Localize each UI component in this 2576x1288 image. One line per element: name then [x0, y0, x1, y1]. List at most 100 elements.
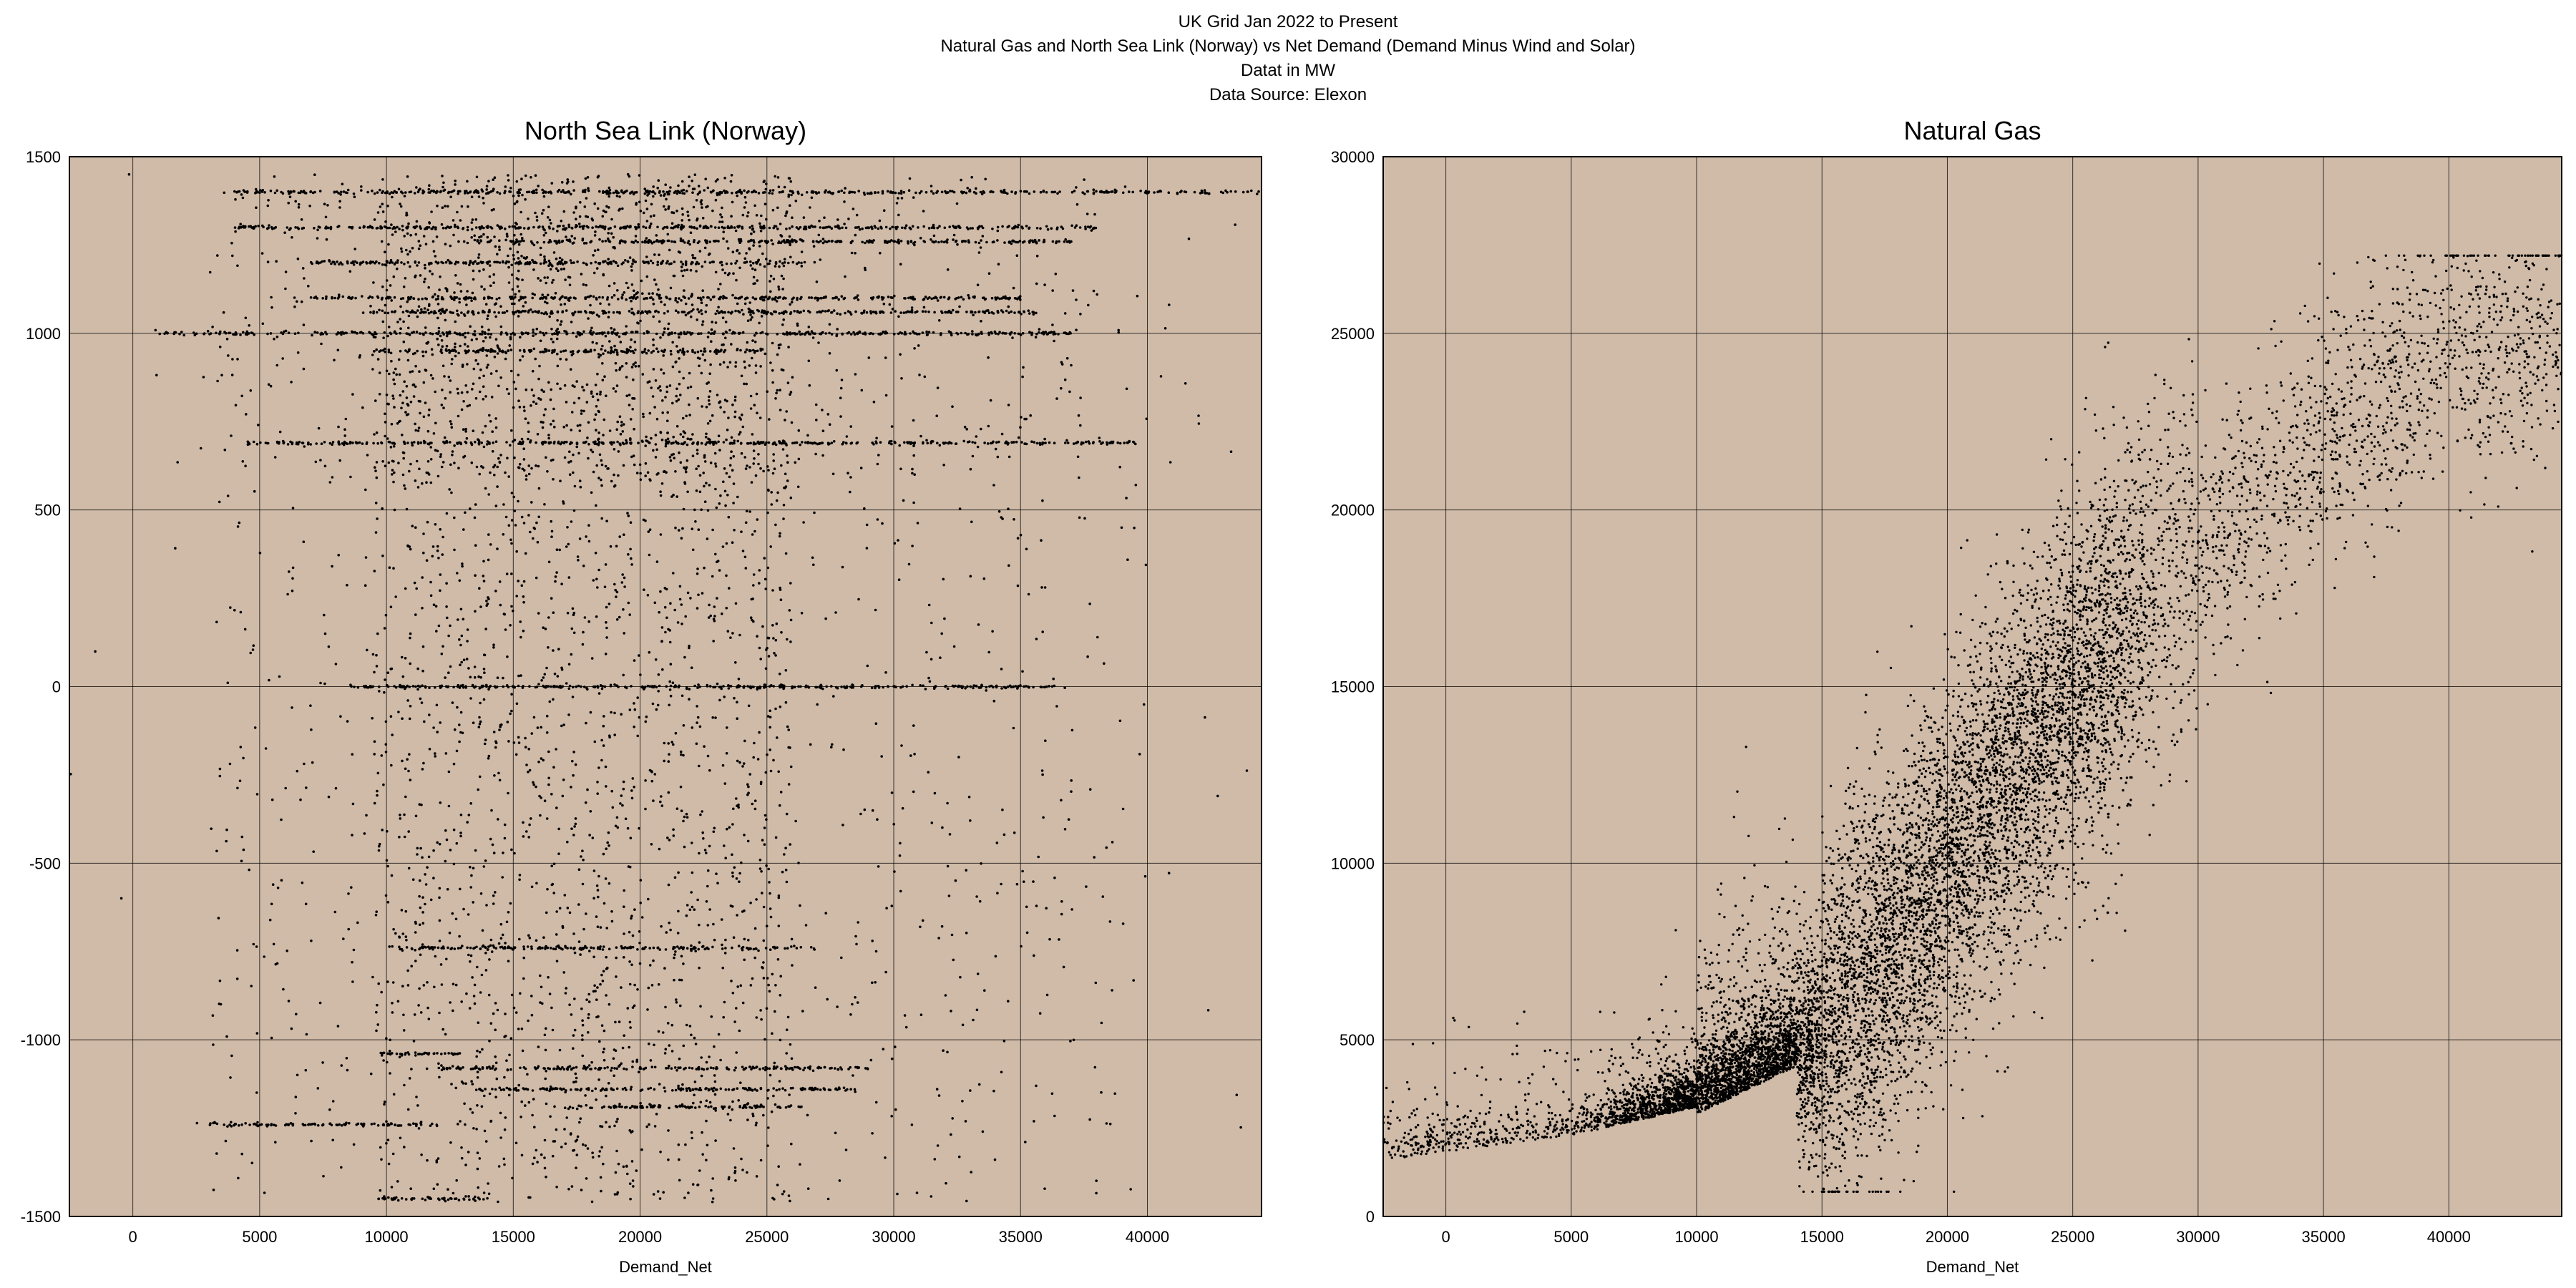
- data-point: [608, 186, 611, 190]
- data-point: [779, 1038, 782, 1042]
- data-point: [777, 288, 781, 291]
- data-point: [218, 500, 221, 504]
- data-point: [940, 190, 944, 194]
- data-point: [799, 225, 802, 229]
- data-point: [629, 437, 632, 440]
- data-point: [447, 1188, 449, 1191]
- data-point: [530, 995, 533, 997]
- data-point: [741, 1001, 745, 1005]
- data-point: [695, 467, 698, 470]
- data-point: [444, 287, 447, 290]
- data-point: [562, 210, 566, 213]
- data-point: [821, 409, 824, 411]
- data-point: [560, 1146, 563, 1148]
- data-point: [434, 755, 436, 758]
- data-point: [572, 1034, 575, 1037]
- data-point: [482, 865, 486, 868]
- data-point: [717, 288, 720, 291]
- data-point: [942, 1049, 945, 1052]
- data-point: [566, 611, 570, 615]
- data-point: [664, 183, 667, 187]
- data-point: [1063, 378, 1067, 381]
- data-point: [592, 579, 595, 582]
- data-point: [607, 258, 610, 261]
- data-point: [524, 257, 527, 260]
- data-point: [1042, 189, 1045, 192]
- data-point: [679, 785, 683, 789]
- data-point: [608, 303, 611, 306]
- data-point: [553, 673, 557, 675]
- data-point: [378, 842, 381, 846]
- data-point: [719, 1058, 722, 1062]
- data-point: [409, 547, 412, 551]
- data-point: [790, 301, 794, 304]
- data-point: [680, 219, 683, 222]
- data-point: [324, 215, 328, 219]
- data-point: [547, 750, 550, 753]
- data-point: [421, 911, 424, 914]
- data-point: [700, 199, 703, 202]
- data-point: [1145, 417, 1148, 421]
- data-point: [580, 1189, 583, 1191]
- data-point: [758, 731, 761, 734]
- data-point: [728, 475, 731, 479]
- data-point: [545, 666, 548, 670]
- data-point: [572, 631, 576, 635]
- data-point: [882, 209, 886, 213]
- data-point: [412, 383, 416, 386]
- data-point: [631, 1130, 634, 1133]
- data-point: [369, 304, 372, 308]
- data-point: [284, 786, 288, 790]
- data-point: [786, 1015, 790, 1019]
- data-point: [510, 572, 513, 575]
- data-point: [731, 1100, 734, 1103]
- data-point: [652, 315, 655, 318]
- data-point: [510, 709, 513, 713]
- data-point: [390, 1186, 394, 1189]
- data-point: [504, 942, 507, 945]
- data-point: [777, 1165, 780, 1168]
- data-point: [625, 376, 628, 379]
- data-point: [771, 341, 774, 345]
- data-point: [458, 935, 461, 938]
- data-point: [428, 748, 431, 751]
- data-point: [327, 795, 331, 799]
- data-point: [538, 364, 541, 368]
- data-point: [914, 191, 917, 195]
- data-point: [527, 190, 531, 194]
- data-point: [303, 277, 306, 280]
- data-point: [741, 1065, 744, 1068]
- data-point: [912, 724, 915, 727]
- data-point: [378, 690, 381, 693]
- data-point: [590, 1200, 594, 1204]
- data-point: [548, 218, 552, 222]
- data-point: [1235, 1093, 1239, 1096]
- data-point: [428, 713, 431, 716]
- data-point: [478, 723, 482, 726]
- data-point: [630, 685, 633, 688]
- data-point: [639, 673, 642, 676]
- data-point: [706, 422, 710, 425]
- data-point: [582, 283, 585, 286]
- data-point: [425, 1067, 429, 1070]
- data-point: [787, 346, 790, 348]
- data-point: [1102, 190, 1105, 194]
- data-point: [670, 453, 673, 457]
- data-point: [533, 1156, 536, 1159]
- data-point: [225, 828, 228, 831]
- data-point: [890, 425, 894, 428]
- data-point: [452, 762, 456, 766]
- data-point: [1037, 855, 1040, 859]
- data-point: [899, 467, 902, 471]
- data-point: [336, 225, 339, 228]
- data-point: [645, 190, 648, 192]
- data-point: [510, 605, 513, 608]
- data-point: [416, 1104, 419, 1107]
- data-point: [339, 715, 342, 718]
- data-point: [676, 932, 680, 935]
- data-point: [691, 1136, 693, 1140]
- data-point: [438, 940, 441, 942]
- data-point: [748, 301, 751, 304]
- data-point: [1058, 938, 1060, 941]
- data-point: [553, 425, 556, 429]
